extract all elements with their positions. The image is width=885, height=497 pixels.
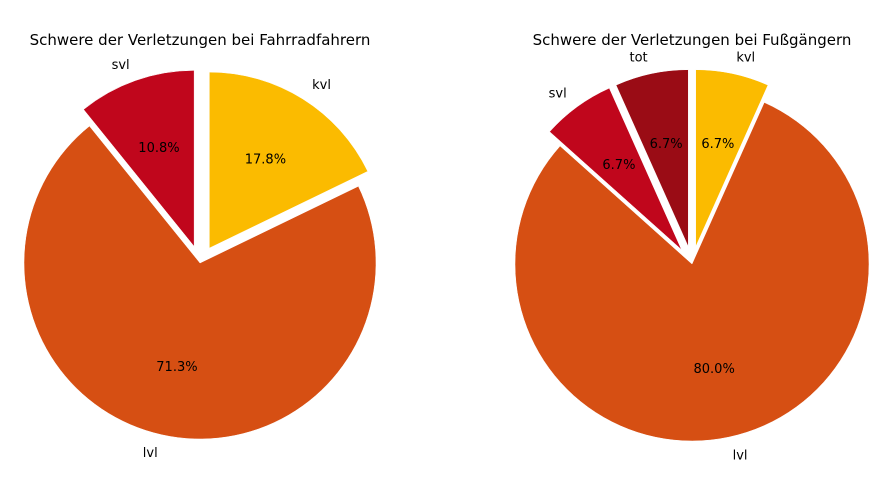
slice-category-label: svl xyxy=(549,86,567,101)
chart-title: Schwere der Verletzungen bei Fahrradfahr… xyxy=(30,31,371,49)
slice-category-label: lvl xyxy=(733,448,748,463)
slice-category-label: tot xyxy=(630,50,648,65)
pie-slice-kvl xyxy=(695,69,769,247)
slice-percent-label: 80.0% xyxy=(694,362,735,377)
slice-percent-label: 6.7% xyxy=(602,158,635,173)
slice-category-label: svl xyxy=(112,58,130,73)
slice-percent-label: 6.7% xyxy=(650,137,683,152)
pie-slice-lvl xyxy=(23,125,377,440)
slice-percent-label: 10.8% xyxy=(138,141,179,156)
pie-slice-tot xyxy=(615,69,689,247)
slice-category-label: kvl xyxy=(736,50,755,65)
slice-category-label: lvl xyxy=(143,446,158,461)
slice-percent-label: 71.3% xyxy=(156,360,197,375)
pie-chart-fahrradfahrern: Schwere der Verletzungen bei Fahrradfahr… xyxy=(23,31,377,461)
pie-slice-svl xyxy=(549,87,682,250)
chart-title: Schwere der Verletzungen bei Fußgängern xyxy=(533,31,852,49)
pie-slice-kvl xyxy=(209,71,369,249)
pie-chart-fussgaengern: Schwere der Verletzungen bei Fußgängern … xyxy=(514,31,870,463)
pie-slice-svl xyxy=(83,70,195,248)
slice-percent-label: 6.7% xyxy=(701,137,734,152)
pie-slice-lvl xyxy=(514,102,870,442)
slice-category-label: kvl xyxy=(312,78,331,93)
slice-percent-label: 17.8% xyxy=(245,153,286,168)
